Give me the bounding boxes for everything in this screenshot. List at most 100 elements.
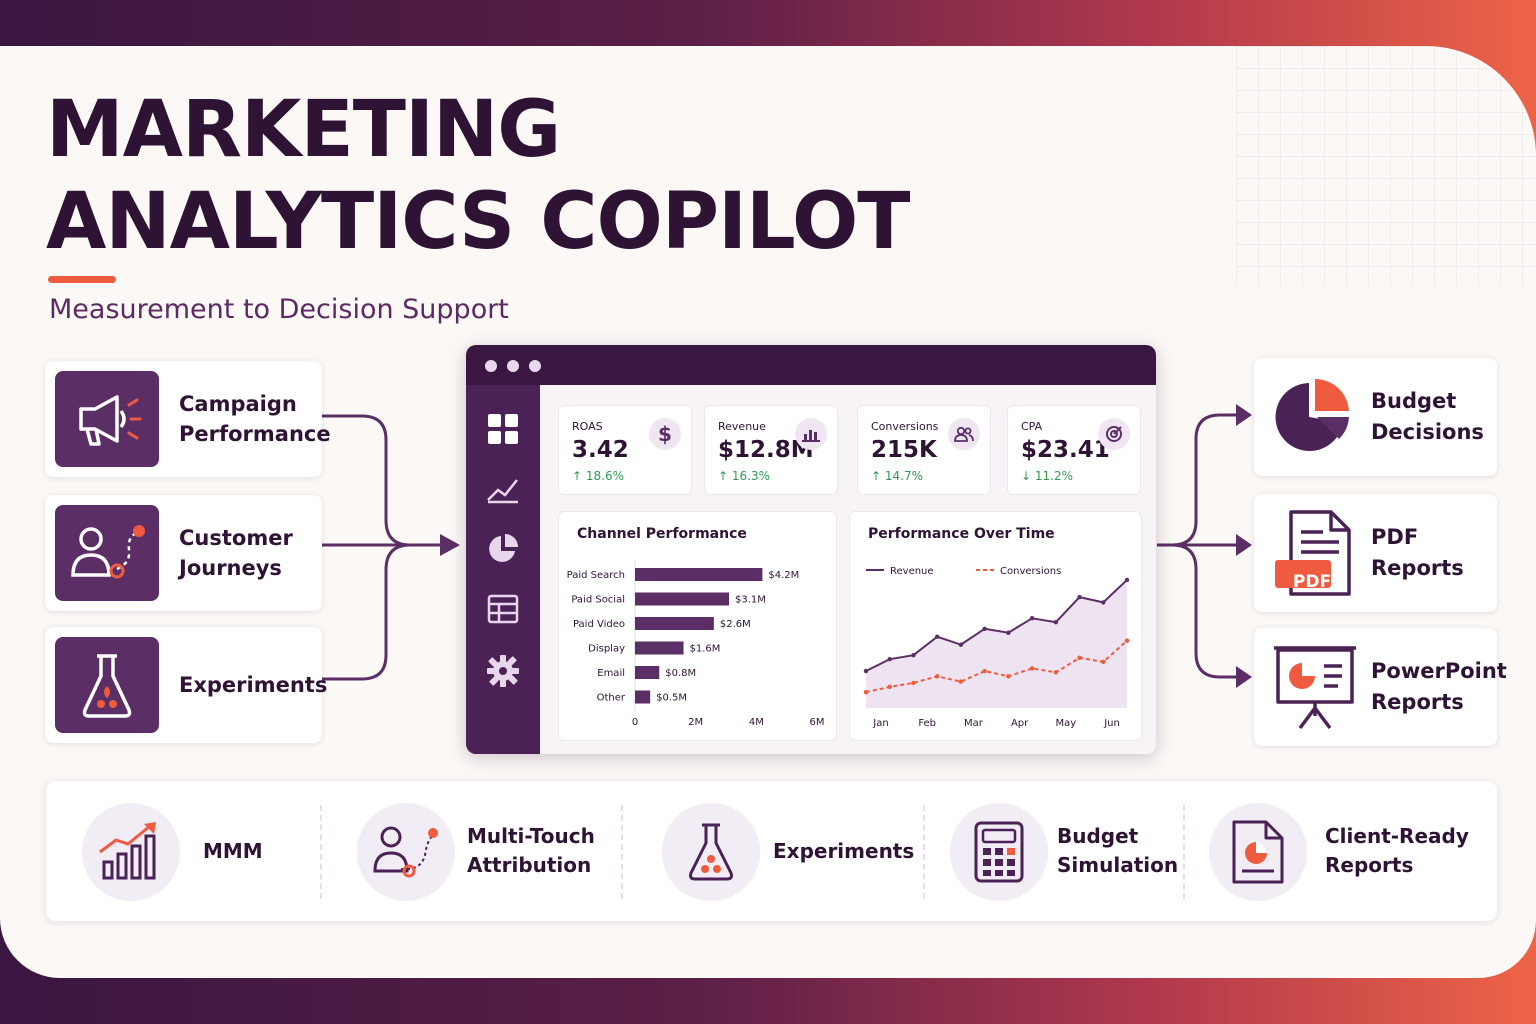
data-point xyxy=(1077,655,1082,661)
data-point xyxy=(1053,620,1059,625)
chart-title: Channel Performance xyxy=(577,526,747,542)
target-icon xyxy=(1098,418,1130,450)
kpi-value: $23.41 xyxy=(1021,437,1110,463)
title-accent-bar xyxy=(48,276,116,283)
x-tick-label: Apr xyxy=(1011,718,1029,729)
feature-label: Experiments xyxy=(773,838,915,863)
kpi-card-cpa: CPA $23.41 ↓ 11.2% xyxy=(1007,405,1141,495)
feature-label: Reports xyxy=(1325,853,1414,877)
divider xyxy=(320,805,322,899)
title-line-2: ANALYTICS COPILOT xyxy=(46,177,910,267)
output-card-powerpoint-reports: PowerPoint Reports xyxy=(1254,628,1507,746)
legend-label: Conversions xyxy=(1000,566,1061,577)
feature-label: Client-Ready xyxy=(1325,824,1469,848)
bar-value-label: $4.2M xyxy=(768,570,799,581)
input-card-campaign-performance: Campaign Performance xyxy=(45,361,331,477)
flask-icon xyxy=(82,654,132,718)
data-point xyxy=(1029,616,1035,621)
x-tick-label: 0 xyxy=(632,717,638,728)
kpi-value: 3.42 xyxy=(572,437,629,463)
performance-over-time-panel: Performance Over Time Revenue Conversions… xyxy=(849,511,1142,741)
series-line-conversions xyxy=(865,639,1128,694)
feature-label: Budget xyxy=(1057,824,1139,848)
data-point xyxy=(1101,659,1106,664)
x-tick-label: Mar xyxy=(964,718,984,729)
window-dot xyxy=(507,360,519,372)
window-dot xyxy=(485,360,497,372)
calculator-icon xyxy=(950,803,1048,901)
performance-line-chart: Revenue Conversions Jan Feb Mar Apr May Jun xyxy=(863,566,1130,729)
data-point xyxy=(1077,594,1082,600)
output-label-line1: PDF xyxy=(1371,525,1419,549)
divider xyxy=(1183,805,1185,899)
data-point xyxy=(1124,638,1130,643)
bar-value-label: $0.5M xyxy=(656,693,687,704)
kpi-change: ↑ 18.6% xyxy=(572,469,624,483)
bar xyxy=(635,690,651,704)
output-label-line1: Budget xyxy=(1371,389,1457,413)
gear-icon[interactable] xyxy=(485,653,521,689)
data-point xyxy=(958,642,964,647)
data-point xyxy=(887,656,892,662)
data-point xyxy=(958,679,964,684)
bar xyxy=(635,617,714,630)
infographic-card: MARKETING ANALYTICS COPILOT Measurement … xyxy=(0,46,1536,978)
pdf-badge: PDF xyxy=(1292,572,1332,592)
kpi-value: 215K xyxy=(871,437,937,463)
kpi-card-revenue: Revenue $12.8M ↑ 16.3% xyxy=(704,405,838,495)
bar-value-label: $0.8M xyxy=(665,668,696,679)
kpi-card-conversions: Conversions 215K ↑ 14.7% xyxy=(857,405,991,495)
report-icon xyxy=(1209,803,1307,901)
kpi-change: ↓ 11.2% xyxy=(1021,469,1073,483)
bar-value-label: $2.6M xyxy=(720,619,751,630)
bar-category-label: Paid Video xyxy=(573,619,625,630)
x-tick-label: 6M xyxy=(810,717,825,728)
bar xyxy=(635,666,660,679)
feature-strip: MMM Multi-Touch Attribution xyxy=(46,781,1497,921)
bar-category-label: Paid Social xyxy=(571,595,625,606)
channel-performance-panel: Channel Performance Paid Search $4.2M Paid… xyxy=(558,511,837,741)
feature-label: Simulation xyxy=(1057,853,1179,877)
input-label-line1: Experiments xyxy=(179,673,328,697)
input-label-line2: Journeys xyxy=(179,556,282,580)
x-tick-label: Feb xyxy=(918,718,936,729)
x-tick-label: May xyxy=(1055,718,1076,729)
pdf-document-icon: PDF xyxy=(1268,506,1362,600)
legend-label: Revenue xyxy=(890,566,934,577)
subtitle: Measurement to Decision Support xyxy=(49,294,509,325)
bar-category-label: Paid Search xyxy=(567,570,625,581)
table-icon[interactable] xyxy=(485,591,521,627)
output-label-line2: Reports xyxy=(1371,556,1464,580)
line-chart-icon[interactable] xyxy=(485,471,521,507)
revenue-area xyxy=(866,579,1127,708)
data-point xyxy=(1101,600,1106,605)
feature-label: MMM xyxy=(203,838,263,863)
attribution-icon xyxy=(357,803,455,901)
bar xyxy=(635,592,730,606)
data-point xyxy=(863,668,869,674)
feature-label: Attribution xyxy=(467,853,592,877)
grid-icon[interactable] xyxy=(485,411,521,447)
output-label-line1: PowerPoint xyxy=(1371,659,1507,683)
pie-chart-icon[interactable] xyxy=(485,531,521,567)
input-card-customer-journeys: Customer Journeys xyxy=(45,495,322,611)
output-label-line2: Reports xyxy=(1371,690,1464,714)
connector-lines xyxy=(322,404,1252,688)
input-label-line1: Campaign xyxy=(179,392,297,416)
series-line-revenue xyxy=(865,579,1128,672)
data-point xyxy=(1053,670,1059,675)
input-card-experiments: Experiments xyxy=(45,627,327,743)
data-point xyxy=(1006,630,1011,635)
kpi-change: ↑ 14.7% xyxy=(871,469,923,483)
data-point xyxy=(1124,577,1130,583)
x-tick-label: Jan xyxy=(872,718,888,729)
bar-category-label: Display xyxy=(588,644,625,655)
kpi-change: ↑ 16.3% xyxy=(718,469,770,483)
dashboard-window: ROAS 3.42 ↑ 18.6% $ Revenue $12.8M ↑ 16.… xyxy=(466,345,1156,754)
bar-chart-icon xyxy=(795,418,827,450)
output-card-budget-decisions: Budget Decisions xyxy=(1254,358,1497,476)
channel-bar-chart: Paid Search $4.2M Paid Social $3.1M Paid Vid… xyxy=(567,560,825,728)
bar-category-label: Email xyxy=(597,668,625,679)
dollar-icon: $ xyxy=(649,418,681,450)
users-icon xyxy=(948,418,980,450)
